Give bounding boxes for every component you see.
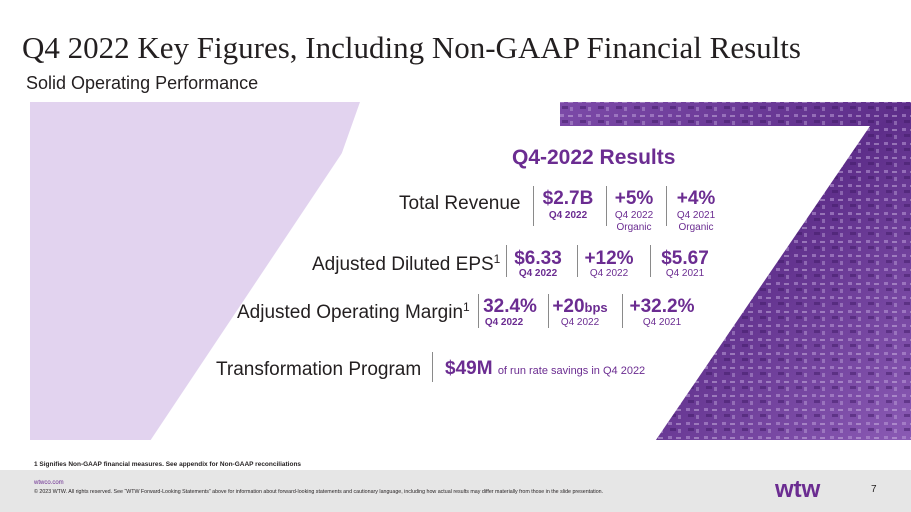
adjusted-eps-growth: +12%	[584, 248, 634, 269]
divider	[577, 245, 578, 277]
footer-bar	[0, 470, 911, 512]
adjusted-margin-growth-period: Q4 2022	[560, 317, 600, 328]
adjusted-margin-prior: +32.2%	[629, 296, 695, 317]
divider	[622, 294, 623, 328]
divider	[666, 186, 667, 226]
total-revenue-prior-period: Q4 2021	[676, 210, 716, 221]
total-revenue-growth-period: Q4 2022	[614, 210, 654, 221]
adjusted-eps-growth-period: Q4 2022	[589, 268, 629, 279]
adjusted-margin-growth: +20bps	[552, 296, 608, 318]
total-revenue-value: $2.7B	[542, 188, 594, 209]
adjusted-eps-prior: $5.67	[661, 248, 709, 269]
footnote: 1 Signifies Non-GAAP financial measures.…	[34, 461, 302, 468]
wtw-logo: wtw	[775, 476, 821, 502]
total-revenue-prior-type: Organic	[678, 222, 714, 233]
total-revenue-label: Total Revenue	[399, 193, 521, 214]
total-revenue-growth: +5%	[614, 188, 654, 209]
divider	[533, 186, 534, 226]
footer-link[interactable]: wtwco.com	[34, 480, 64, 486]
slide-title: Q4 2022 Key Figures, Including Non-GAAP …	[22, 30, 801, 65]
adjusted-margin-label-text: Adjusted Operating Margin	[237, 302, 464, 323]
slide-subtitle: Solid Operating Performance	[26, 73, 259, 93]
adjusted-eps-label-text: Adjusted Diluted EPS	[312, 254, 494, 275]
total-revenue-growth-type: Organic	[616, 222, 652, 233]
footnote-marker: 1	[493, 252, 501, 266]
adjusted-margin-value: 32.4%	[483, 296, 537, 317]
total-revenue-prior: +4%	[676, 188, 716, 209]
transformation-description: of run rate savings in Q4 2022	[497, 365, 646, 377]
adjusted-margin-growth-number: +20	[552, 296, 585, 317]
transformation-amount: $49M	[445, 358, 493, 379]
adjusted-eps-period: Q4 2022	[518, 268, 558, 279]
adjusted-margin-label: Adjusted Operating Margin1	[237, 300, 470, 324]
adjusted-margin-growth-unit: bps	[584, 300, 608, 315]
transformation-label: Transformation Program	[216, 359, 422, 380]
logo-text: wtw	[775, 476, 821, 502]
adjusted-eps-label: Adjusted Diluted EPS1	[312, 252, 501, 276]
adjusted-eps-value: $6.33	[514, 248, 562, 269]
divider	[548, 294, 549, 328]
total-revenue-period: Q4 2022	[548, 210, 588, 221]
divider	[432, 352, 433, 382]
divider	[606, 186, 607, 226]
transformation-value: $49M of run rate savings in Q4 2022	[445, 358, 645, 380]
results-heading: Q4-2022 Results	[512, 146, 676, 169]
divider	[478, 294, 479, 328]
footer-copyright: © 2023 WTW. All rights reserved. See “WT…	[34, 489, 604, 495]
divider	[650, 245, 651, 277]
adjusted-eps-prior-period: Q4 2021	[665, 268, 705, 279]
adjusted-margin-period: Q4 2022	[484, 317, 524, 328]
divider	[506, 245, 507, 277]
page-number: 7	[871, 484, 877, 495]
adjusted-margin-prior-period: Q4 2021	[642, 317, 682, 328]
footnote-marker: 1	[463, 300, 470, 314]
